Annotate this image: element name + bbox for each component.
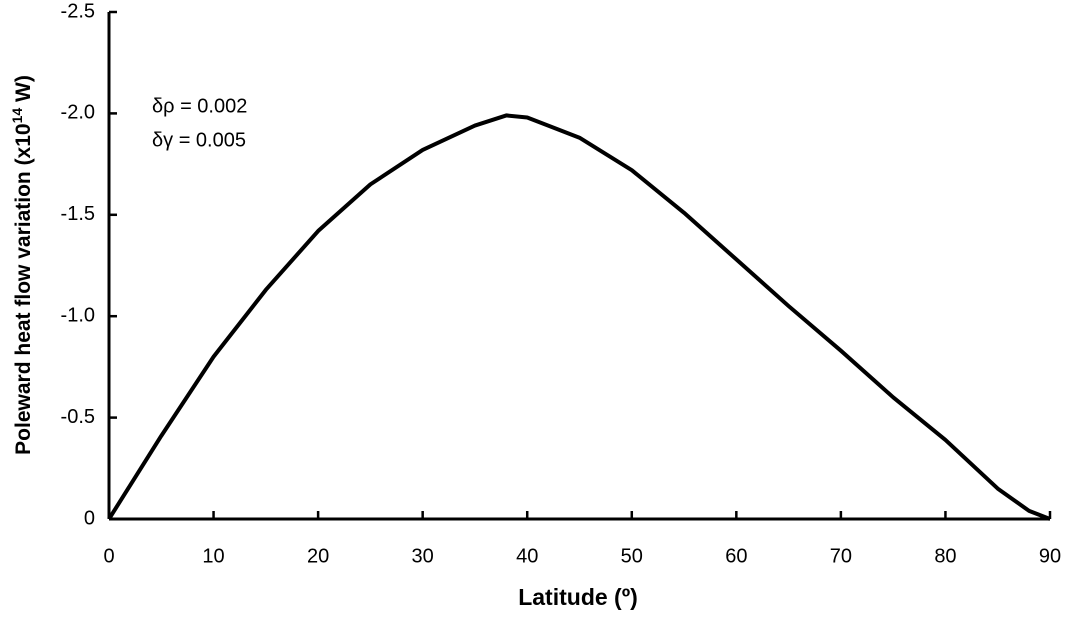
y-axis-label: Poleward heat flow variation (x1014 W) [9, 75, 35, 455]
x-tick-label: 10 [202, 545, 224, 567]
x-tick-label: 0 [103, 545, 114, 567]
x-tick-label: 40 [516, 545, 538, 567]
x-tick-label: 90 [1039, 545, 1061, 567]
y-tick-label: -1.5 [61, 203, 95, 225]
y-label-part: W) [12, 75, 35, 108]
x-tick-label: 30 [412, 545, 434, 567]
x-tick-label: 60 [725, 545, 747, 567]
y-tick-label: -2.0 [61, 102, 95, 124]
annotation: δρ = 0.002 [152, 95, 247, 117]
y-tick-label: -1.0 [61, 304, 95, 326]
y-tick-label: 0 [84, 507, 95, 529]
x-tick-label: 80 [934, 545, 956, 567]
x-axis-label: Latitude (º) [518, 584, 638, 610]
annotation: δγ = 0.005 [152, 129, 246, 151]
data-line [107, 113, 1051, 521]
y-tick-label: -0.5 [61, 406, 95, 428]
x-tick-label: 50 [621, 545, 643, 567]
y-label-part: Poleward heat flow variation (x10 [12, 123, 35, 454]
y-tick-label: -2.5 [61, 0, 95, 22]
x-tick-label: 20 [307, 545, 329, 567]
y-label-sup: 14 [9, 108, 25, 124]
x-tick-label: 70 [830, 545, 852, 567]
